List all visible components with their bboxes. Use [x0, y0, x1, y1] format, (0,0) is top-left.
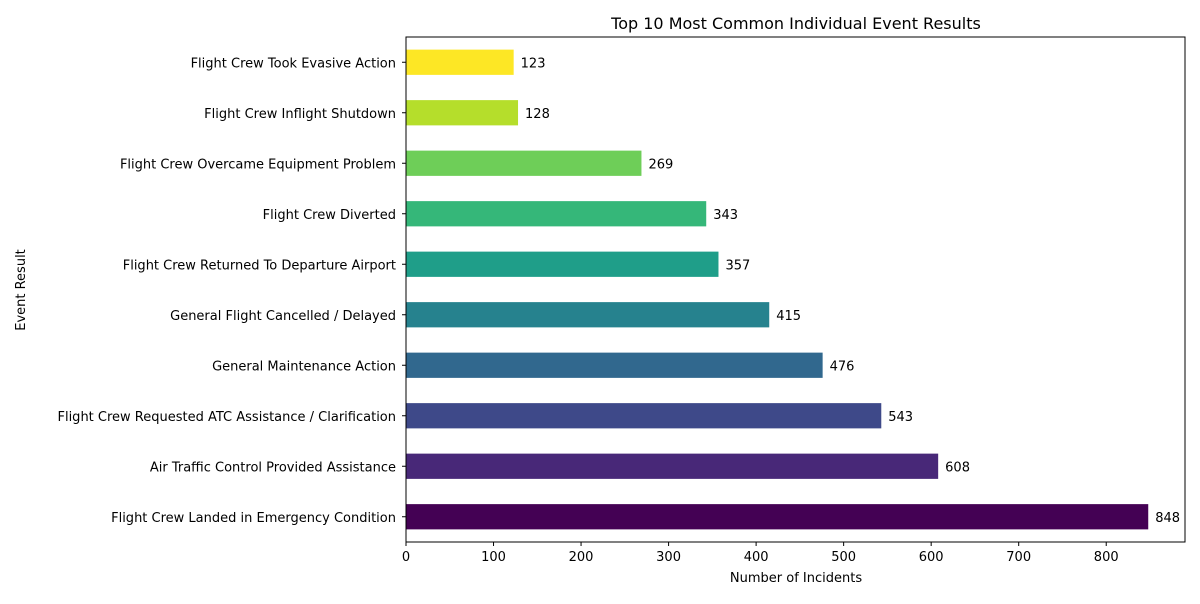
- y-tick-label: Flight Crew Returned To Departure Airpor…: [123, 258, 396, 273]
- data-label: 123: [521, 56, 546, 71]
- x-tick-label: 400: [744, 550, 769, 565]
- x-tick-label: 100: [481, 550, 506, 565]
- y-tick-label: Flight Crew Diverted: [263, 208, 396, 223]
- x-tick-label: 700: [1006, 550, 1031, 565]
- data-label: 476: [830, 359, 855, 374]
- bar: [406, 100, 519, 126]
- y-tick-label: General Flight Cancelled / Delayed: [170, 309, 396, 324]
- data-label: 848: [1155, 511, 1180, 526]
- data-label: 128: [525, 107, 550, 122]
- plot-area: 848 Flight Crew Landed in Emergency Condi…: [57, 36, 1186, 565]
- x-tick-label: 500: [831, 550, 856, 565]
- x-tick-label: 200: [569, 550, 594, 565]
- data-label: 269: [648, 157, 673, 172]
- data-label: 357: [725, 258, 750, 273]
- y-tick-label: Flight Crew Took Evasive Action: [191, 56, 396, 71]
- x-tick-label: 300: [656, 550, 681, 565]
- y-tick-label: Air Traffic Control Provided Assistance: [150, 460, 396, 475]
- y-tick-label: Flight Crew Requested ATC Assistance / C…: [57, 410, 396, 425]
- bar: [406, 201, 707, 227]
- bar: [406, 352, 823, 378]
- bar: [406, 302, 770, 328]
- x-tick-label: 800: [1094, 550, 1119, 565]
- y-tick-label: Flight Crew Landed in Emergency Conditio…: [111, 511, 396, 526]
- chart-title: Top 10 Most Common Individual Event Resu…: [610, 14, 981, 33]
- x-axis-label: Number of Incidents: [730, 571, 862, 586]
- y-tick-label: General Maintenance Action: [212, 359, 396, 374]
- bar: [406, 504, 1149, 530]
- x-tick-label: 0: [402, 550, 410, 565]
- y-tick-label: Flight Crew Overcame Equipment Problem: [120, 157, 396, 172]
- data-label: 343: [713, 208, 738, 223]
- data-label: 415: [776, 309, 801, 324]
- plot-frame: [405, 36, 1186, 543]
- y-axis-label: Event Result: [14, 249, 29, 331]
- bar: [406, 403, 882, 429]
- bar: [406, 150, 642, 176]
- data-label: 543: [888, 410, 913, 425]
- data-label: 608: [945, 460, 970, 475]
- y-tick-label: Flight Crew Inflight Shutdown: [204, 107, 396, 122]
- bar: [406, 251, 719, 277]
- bar: [406, 453, 939, 479]
- bar: [406, 49, 514, 75]
- x-tick-label: 600: [919, 550, 944, 565]
